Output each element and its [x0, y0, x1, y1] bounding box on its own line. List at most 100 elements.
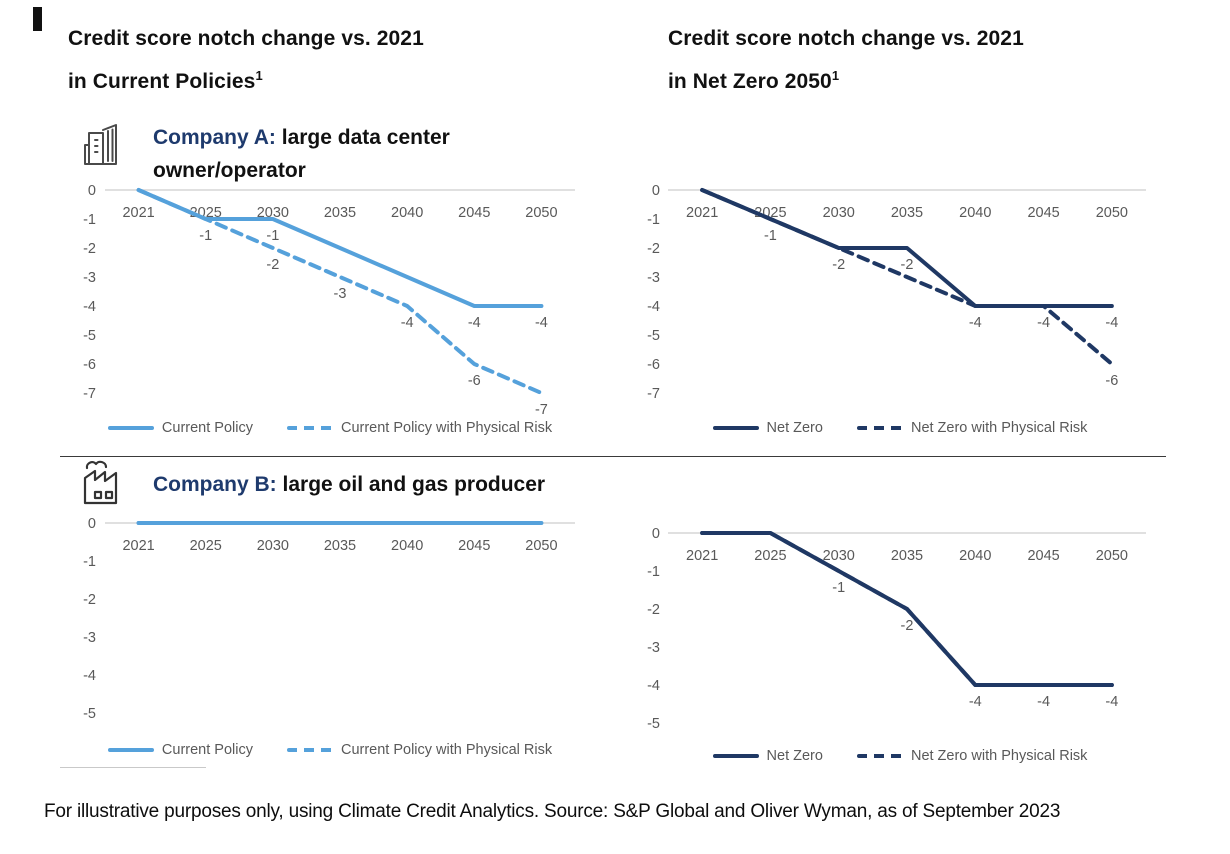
svg-text:-5: -5 — [647, 328, 660, 344]
legend-company-a-netzero: Net Zero Net Zero with Physical Risk — [660, 420, 1140, 436]
svg-text:-2: -2 — [901, 618, 914, 634]
svg-text:-3: -3 — [334, 286, 347, 302]
svg-text:-4: -4 — [83, 668, 96, 684]
svg-text:-2: -2 — [647, 241, 660, 257]
svg-text:-1: -1 — [647, 564, 660, 580]
svg-text:-4: -4 — [1105, 315, 1118, 331]
svg-text:2040: 2040 — [959, 205, 991, 221]
title-line1: Credit score notch change vs. 2021 — [68, 27, 424, 50]
company-b-heading: Company B: large oil and gas producer — [153, 468, 773, 501]
crop-artifact-mark — [33, 7, 42, 31]
svg-text:-4: -4 — [468, 315, 481, 331]
svg-text:-2: -2 — [266, 257, 279, 273]
legend-company-a-current: Current Policy Current Policy with Physi… — [70, 420, 590, 436]
svg-text:-1: -1 — [199, 228, 212, 244]
svg-text:-3: -3 — [83, 270, 96, 286]
svg-text:2050: 2050 — [1096, 548, 1128, 564]
svg-text:-4: -4 — [647, 299, 660, 315]
svg-text:-2: -2 — [901, 257, 914, 273]
solid-line-swatch — [107, 426, 154, 430]
title-net-zero: Credit score notch change vs. 2021 in Ne… — [668, 20, 1024, 100]
svg-text:2050: 2050 — [525, 205, 557, 221]
dashed-line-swatch — [286, 426, 333, 430]
dashed-line-swatch — [856, 426, 903, 430]
svg-text:0: 0 — [88, 183, 96, 199]
svg-text:-5: -5 — [83, 328, 96, 344]
svg-text:2025: 2025 — [754, 548, 786, 564]
legend-company-b-current: Current Policy Current Policy with Physi… — [70, 742, 590, 758]
legend-item: Current Policy with Physical Risk — [286, 742, 553, 758]
svg-text:-6: -6 — [83, 357, 96, 373]
svg-text:2045: 2045 — [1027, 548, 1059, 564]
svg-text:2021: 2021 — [686, 205, 718, 221]
svg-text:-3: -3 — [647, 640, 660, 656]
svg-text:2045: 2045 — [458, 538, 490, 554]
company-a-heading: Company A: large data center owner/opera… — [153, 121, 603, 187]
svg-text:-2: -2 — [832, 257, 845, 273]
svg-text:2045: 2045 — [1027, 205, 1059, 221]
svg-text:-3: -3 — [83, 630, 96, 646]
source-footnote: For illustrative purposes only, using Cl… — [44, 801, 1061, 822]
factory-emissions-icon — [83, 460, 118, 505]
legend-label: Net Zero with Physical Risk — [910, 748, 1088, 764]
footnote-marker: 1 — [831, 68, 840, 83]
svg-text:-3: -3 — [647, 270, 660, 286]
svg-text:2025: 2025 — [190, 538, 222, 554]
title-current-policies: Credit score notch change vs. 2021 in Cu… — [68, 20, 424, 100]
svg-text:2035: 2035 — [324, 205, 356, 221]
svg-text:-2: -2 — [647, 602, 660, 618]
svg-text:-4: -4 — [401, 315, 414, 331]
svg-text:-4: -4 — [969, 315, 982, 331]
svg-text:-1: -1 — [764, 228, 777, 244]
legend-label: Current Policy with Physical Risk — [340, 742, 553, 758]
svg-text:-2: -2 — [83, 592, 96, 608]
company-a-description: large data center owner/operator — [153, 126, 450, 182]
svg-text:-4: -4 — [1037, 694, 1050, 710]
legend-label: Net Zero — [766, 748, 823, 764]
svg-text:0: 0 — [652, 526, 660, 542]
title-line2: in Net Zero 2050 — [668, 70, 832, 93]
legend-item: Net Zero with Physical Risk — [856, 748, 1088, 764]
svg-text:-7: -7 — [647, 386, 660, 402]
svg-text:-7: -7 — [83, 386, 96, 402]
legend-label: Net Zero — [766, 420, 823, 436]
svg-text:-4: -4 — [535, 315, 548, 331]
svg-text:-5: -5 — [647, 716, 660, 732]
svg-text:2040: 2040 — [391, 205, 423, 221]
legend-label: Current Policy — [161, 420, 253, 436]
legend-label: Current Policy — [161, 742, 253, 758]
svg-text:2030: 2030 — [257, 538, 289, 554]
solid-line-swatch — [712, 426, 759, 430]
svg-text:-6: -6 — [647, 357, 660, 373]
legend-item: Net Zero — [712, 748, 823, 764]
company-b-description: large oil and gas producer — [276, 473, 546, 496]
footnote-marker: 1 — [255, 68, 263, 83]
svg-text:-1: -1 — [832, 580, 845, 596]
svg-text:-1: -1 — [83, 212, 96, 228]
svg-text:2035: 2035 — [891, 548, 923, 564]
svg-text:-1: -1 — [647, 212, 660, 228]
svg-text:2030: 2030 — [823, 205, 855, 221]
line-chart-company-b-net-zero: 0 -1 -2 -3 -4 -5 2021 2025 2030 2035 2040 2045 2050 -… — [647, 526, 1146, 732]
svg-text:-1: -1 — [266, 228, 279, 244]
svg-text:0: 0 — [652, 183, 660, 199]
legend-item: Current Policy with Physical Risk — [286, 420, 553, 436]
svg-text:-2: -2 — [83, 241, 96, 257]
legend-label: Net Zero with Physical Risk — [910, 420, 1088, 436]
svg-text:2030: 2030 — [823, 548, 855, 564]
svg-text:2040: 2040 — [391, 538, 423, 554]
svg-text:2035: 2035 — [324, 538, 356, 554]
svg-text:-4: -4 — [1037, 315, 1050, 331]
dashed-line-swatch — [856, 754, 903, 758]
legend-label: Current Policy with Physical Risk — [340, 420, 553, 436]
svg-text:-6: -6 — [468, 373, 481, 389]
title-line1: Credit score notch change vs. 2021 — [668, 27, 1024, 50]
svg-text:2021: 2021 — [122, 205, 154, 221]
solid-line-swatch — [712, 754, 759, 758]
solid-line-swatch — [107, 748, 154, 752]
line-chart-company-b-current-policies: 0 -1 -2 -3 -4 -5 2021 2025 2030 2035 2040 2045 2050 — [83, 516, 575, 722]
partial-border-line — [60, 767, 206, 768]
svg-text:-4: -4 — [1105, 694, 1118, 710]
